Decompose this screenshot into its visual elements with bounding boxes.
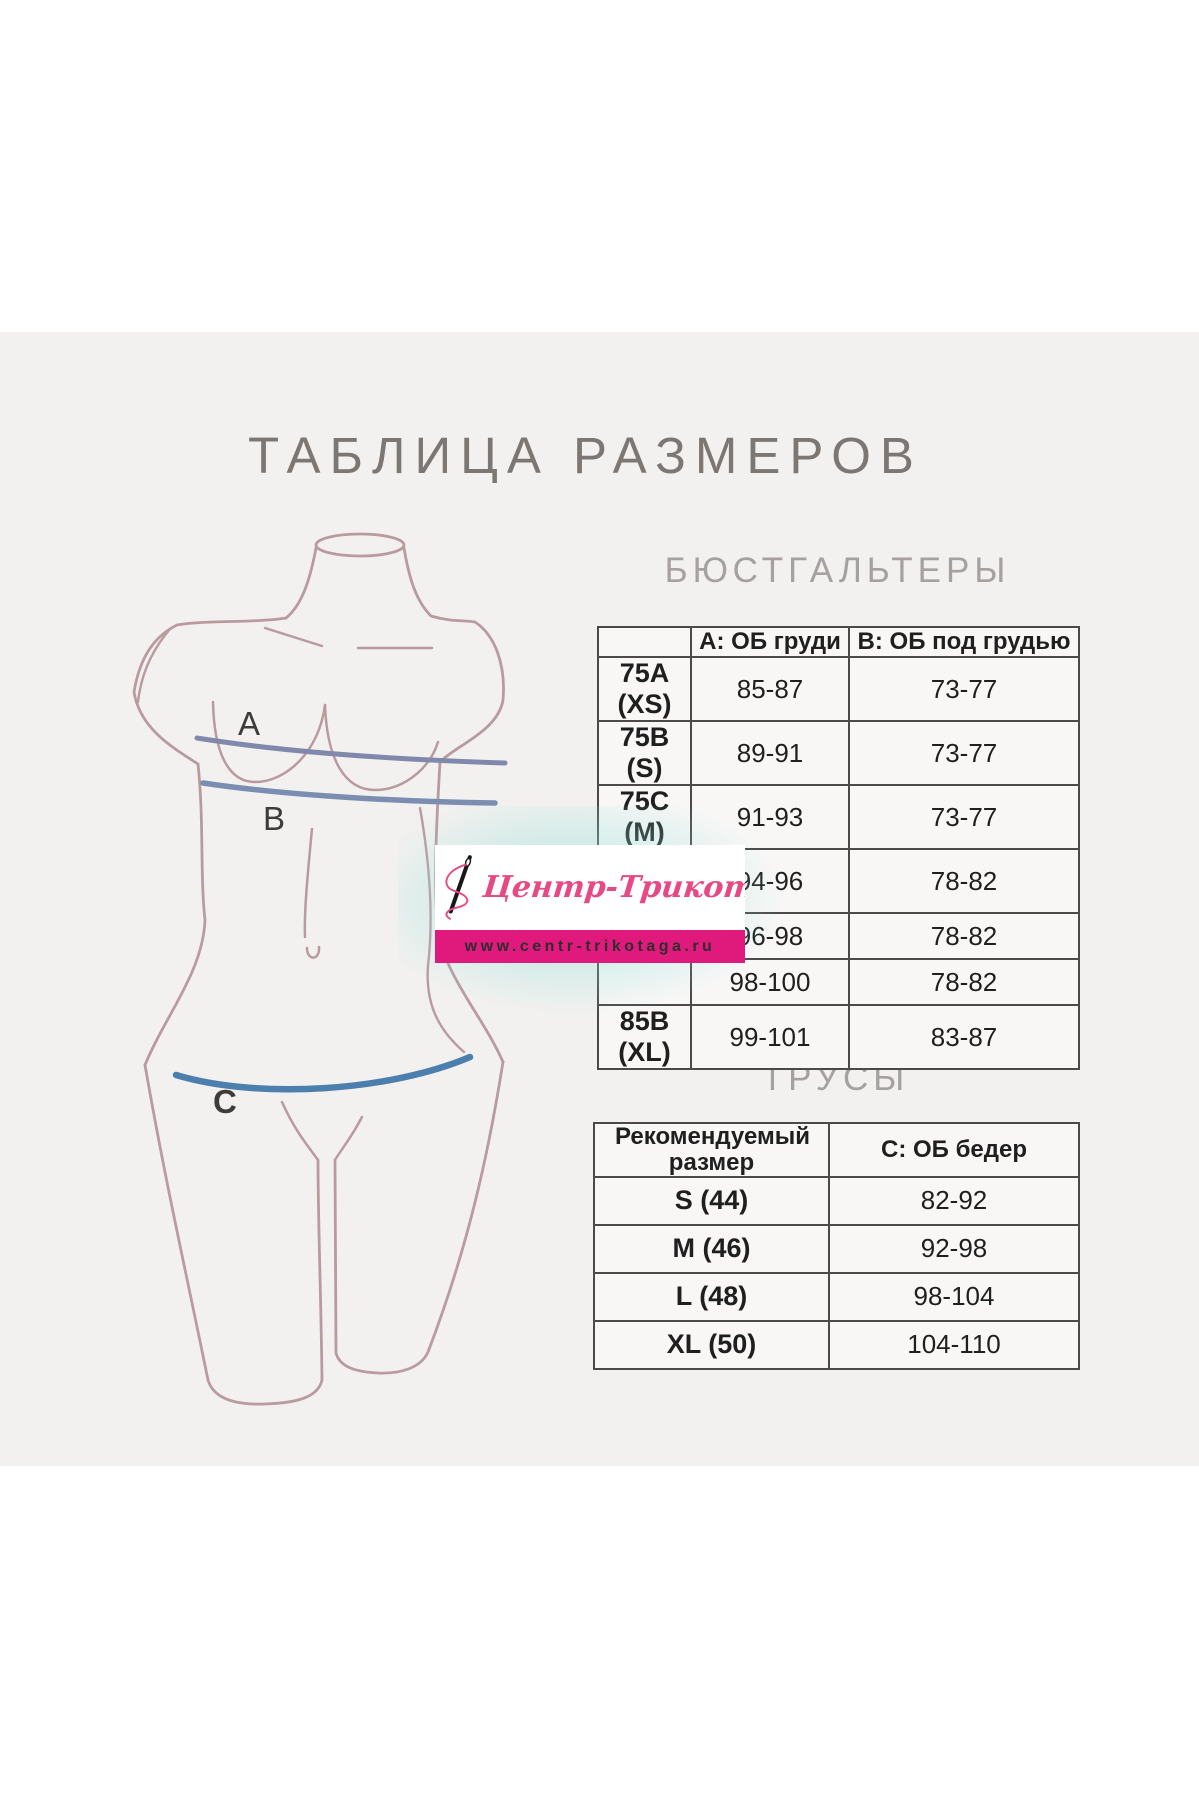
underbust-range: 73-77: [848, 784, 1080, 850]
table-row: XL (50) 104-110: [593, 1319, 1080, 1370]
needle-icon: [445, 854, 472, 920]
panties-header-size: Рекомендуемый размер: [593, 1122, 830, 1178]
underbust-range: 78-82: [848, 848, 1080, 914]
watermark-brand-text: Центр-Трикотажа: [481, 870, 745, 905]
bust-range: 98-100: [690, 958, 850, 1006]
label-a: A: [238, 705, 260, 742]
table-row: 98-100 78-82: [597, 958, 1080, 1006]
watermark-logo-box: Центр-Трикотажа: [435, 845, 745, 930]
hips-line-c: [172, 1053, 474, 1093]
bust-line-a: [194, 735, 508, 766]
panties-header-row: Рекомендуемый размер С: ОБ бедер: [593, 1122, 1080, 1178]
watermark: Центр-Трикотажа www.centr-trikotaga.ru: [435, 845, 745, 963]
table-row: 75B (S) 89-91 73-77: [597, 720, 1080, 786]
panty-size: S (44): [593, 1175, 830, 1226]
underbust-line-b: [200, 780, 498, 806]
hips-range: 98-104: [828, 1271, 1080, 1322]
table-row: L (48) 98-104: [593, 1271, 1080, 1322]
panties-size-table: Рекомендуемый размер С: ОБ бедер S (44) …: [593, 1122, 1080, 1370]
bras-header-underbust: В: ОБ под грудью: [848, 626, 1080, 658]
underbust-range: 73-77: [848, 720, 1080, 786]
panty-size: L (48): [593, 1271, 830, 1322]
bras-header-bust: А: ОБ груди: [690, 626, 850, 658]
bra-size: [597, 958, 692, 1006]
bras-heading: БЮСТГАЛЬТЕРЫ: [664, 551, 1011, 590]
hips-range: 92-98: [828, 1223, 1080, 1274]
table-row: 75C (M) 91-93 73-77: [597, 784, 1080, 850]
bust-range: 89-91: [690, 720, 850, 786]
panty-size: XL (50): [593, 1319, 830, 1370]
label-c: C: [213, 1083, 237, 1120]
bra-size: 75C (M): [597, 784, 692, 850]
hips-range: 82-92: [828, 1175, 1080, 1226]
panty-size: M (46): [593, 1223, 830, 1274]
bust-range: 99-101: [690, 1004, 850, 1070]
bras-header-row: А: ОБ груди В: ОБ под грудью: [597, 626, 1080, 658]
bra-size: 75A (XS): [597, 656, 692, 722]
bras-header-empty: [597, 626, 692, 658]
table-row: 75A (XS) 85-87 73-77: [597, 656, 1080, 722]
table-row: M (46) 92-98: [593, 1223, 1080, 1274]
table-row: 85B (XL) 99-101 83-87: [597, 1004, 1080, 1070]
panties-header-hips: С: ОБ бедер: [828, 1122, 1080, 1178]
underbust-range: 78-82: [848, 958, 1080, 1006]
page-title: ТАБЛИЦА РАЗМЕРОВ: [248, 427, 923, 484]
watermark-url-text: www.centr-trikotaga.ru: [464, 937, 716, 955]
table-row: S (44) 82-92: [593, 1175, 1080, 1226]
underbust-range: 73-77: [848, 656, 1080, 722]
hips-range: 104-110: [828, 1319, 1080, 1370]
bust-range: 85-87: [690, 656, 850, 722]
watermark-url-bar: www.centr-trikotaga.ru: [435, 930, 745, 963]
bra-size: 85B (XL): [597, 1004, 692, 1070]
underbust-range: 83-87: [848, 1004, 1080, 1070]
bust-range: 91-93: [690, 784, 850, 850]
bra-size: 75B (S): [597, 720, 692, 786]
underbust-range: 78-82: [848, 912, 1080, 960]
label-b: B: [263, 800, 285, 837]
